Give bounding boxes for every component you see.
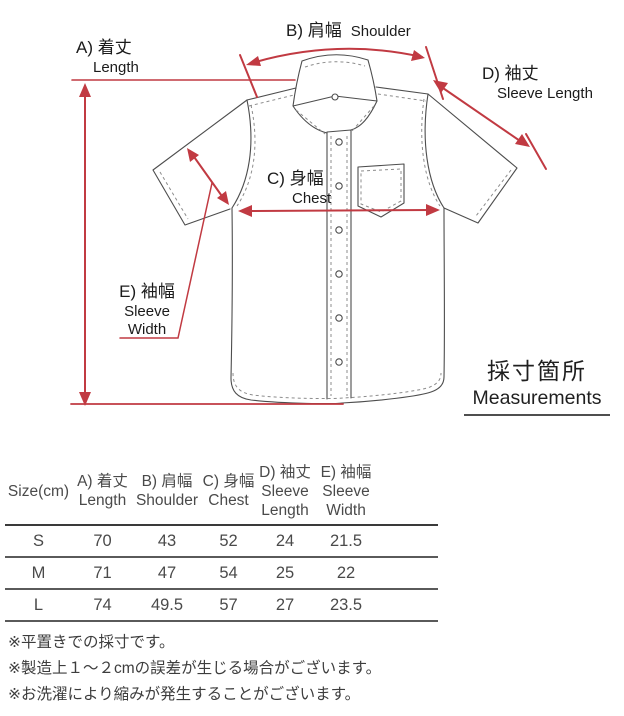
measure-c-arrow xyxy=(244,209,434,212)
footnote-line: ※お洗濯により縮みが発生することがございます。 xyxy=(8,686,361,703)
label-e-jp: E) 袖幅 xyxy=(119,282,175,301)
caption-en: Measurements xyxy=(472,387,602,409)
col-header-sleeve-length: D) 袖丈 Sleeve Length xyxy=(256,458,314,526)
value-cell: 47 xyxy=(133,557,201,590)
table-row-l: L 74 49.5 57 27 23.5 xyxy=(5,589,438,622)
measure-b-tick-left xyxy=(239,54,258,98)
left-armhole xyxy=(231,99,252,209)
right-shoulder-seam xyxy=(375,86,429,95)
collar xyxy=(292,54,378,134)
value-cell: 54 xyxy=(201,557,256,590)
left-sleeve xyxy=(152,99,248,226)
right-sleeve xyxy=(427,93,518,224)
value-cell: 43 xyxy=(133,525,201,558)
label-e-en2: Width xyxy=(127,321,167,338)
label-a-en: Length xyxy=(93,59,139,76)
label-c-en: Chest xyxy=(292,190,332,207)
col-header-sleeve-width: E) 袖幅 Sleeve Width xyxy=(314,458,378,526)
left-shoulder-seam xyxy=(246,87,297,101)
chest-pocket xyxy=(357,163,405,218)
measure-e-leader xyxy=(119,182,213,339)
diagram-caption: 採寸箇所 Measurements xyxy=(464,352,610,416)
filler-cell xyxy=(378,557,438,590)
shirt-body xyxy=(230,207,445,405)
value-cell: 25 xyxy=(256,557,314,590)
measurement-diagram xyxy=(70,46,547,406)
measure-b-arc xyxy=(251,47,423,64)
label-a-jp: A) 着丈 xyxy=(76,38,132,57)
filler-cell xyxy=(378,589,438,622)
caption-jp: 採寸箇所 xyxy=(487,358,587,384)
value-cell: 22 xyxy=(314,557,378,590)
size-table: Size(cm) A) 着丈 Length B) 肩幅 Shoulder C) 身幅… xyxy=(5,458,438,622)
measure-d-tick xyxy=(525,133,547,170)
col-header-shoulder: B) 肩幅 Shoulder xyxy=(133,458,201,526)
col-header-chest: C) 身幅 Chest xyxy=(201,458,256,526)
value-cell: 57 xyxy=(201,589,256,622)
measurement-marks xyxy=(70,46,547,406)
filler-cell xyxy=(378,525,438,558)
label-c-jp: C) 身幅 xyxy=(267,169,324,188)
measure-e-arrow xyxy=(191,153,225,200)
measure-label-b: B) 肩幅 Shoulder xyxy=(286,20,411,42)
size-cell: M xyxy=(5,557,72,590)
measure-label-d: D) 袖丈 Sleeve Length xyxy=(482,63,593,104)
measure-label-a: A) 着丈 Length xyxy=(76,37,139,78)
value-cell: 27 xyxy=(256,589,314,622)
right-armhole xyxy=(424,93,445,209)
col-header-length: A) 着丈 Length xyxy=(72,458,133,526)
value-cell: 23.5 xyxy=(314,589,378,622)
label-b-en: Shoulder xyxy=(350,23,411,40)
label-e-en1: Sleeve xyxy=(124,303,170,320)
col-header-size: Size(cm) xyxy=(5,458,72,526)
size-cell: L xyxy=(5,589,72,622)
measure-label-c: C) 身幅 Chest xyxy=(267,168,331,209)
value-cell: 49.5 xyxy=(133,589,201,622)
measure-d-arrow xyxy=(439,85,524,144)
footnote-line: ※平置きでの採寸です。 xyxy=(8,634,175,651)
measure-label-e: E) 袖幅 Sleeve Width xyxy=(112,281,182,339)
value-cell: 71 xyxy=(72,557,133,590)
value-cell: 24 xyxy=(256,525,314,558)
col-header-filler xyxy=(378,458,438,526)
footnotes: ※平置きでの採寸です。 ※製造上１～２cmの誤差が生じる場合がございます。 ※お… xyxy=(8,630,381,708)
label-b-jp: B) 肩幅 xyxy=(286,21,342,40)
value-cell: 70 xyxy=(72,525,133,558)
buttons xyxy=(331,93,343,366)
shirt-outline xyxy=(152,54,518,405)
placket xyxy=(326,129,352,400)
value-cell: 52 xyxy=(201,525,256,558)
table-row-s: S 70 43 52 24 21.5 xyxy=(5,525,438,558)
label-d-jp: D) 袖丈 xyxy=(482,64,539,83)
table-header-row: Size(cm) A) 着丈 Length B) 肩幅 Shoulder C) 身幅… xyxy=(5,458,438,526)
value-cell: 74 xyxy=(72,589,133,622)
size-cell: S xyxy=(5,525,72,558)
footnote-line: ※製造上１～２cmの誤差が生じる場合がございます。 xyxy=(8,660,382,677)
value-cell: 21.5 xyxy=(314,525,378,558)
table-row-m: M 71 47 54 25 22 xyxy=(5,557,438,590)
label-d-en: Sleeve Length xyxy=(497,85,593,102)
arrowheads xyxy=(79,50,530,406)
shirt-stitching xyxy=(159,61,512,400)
